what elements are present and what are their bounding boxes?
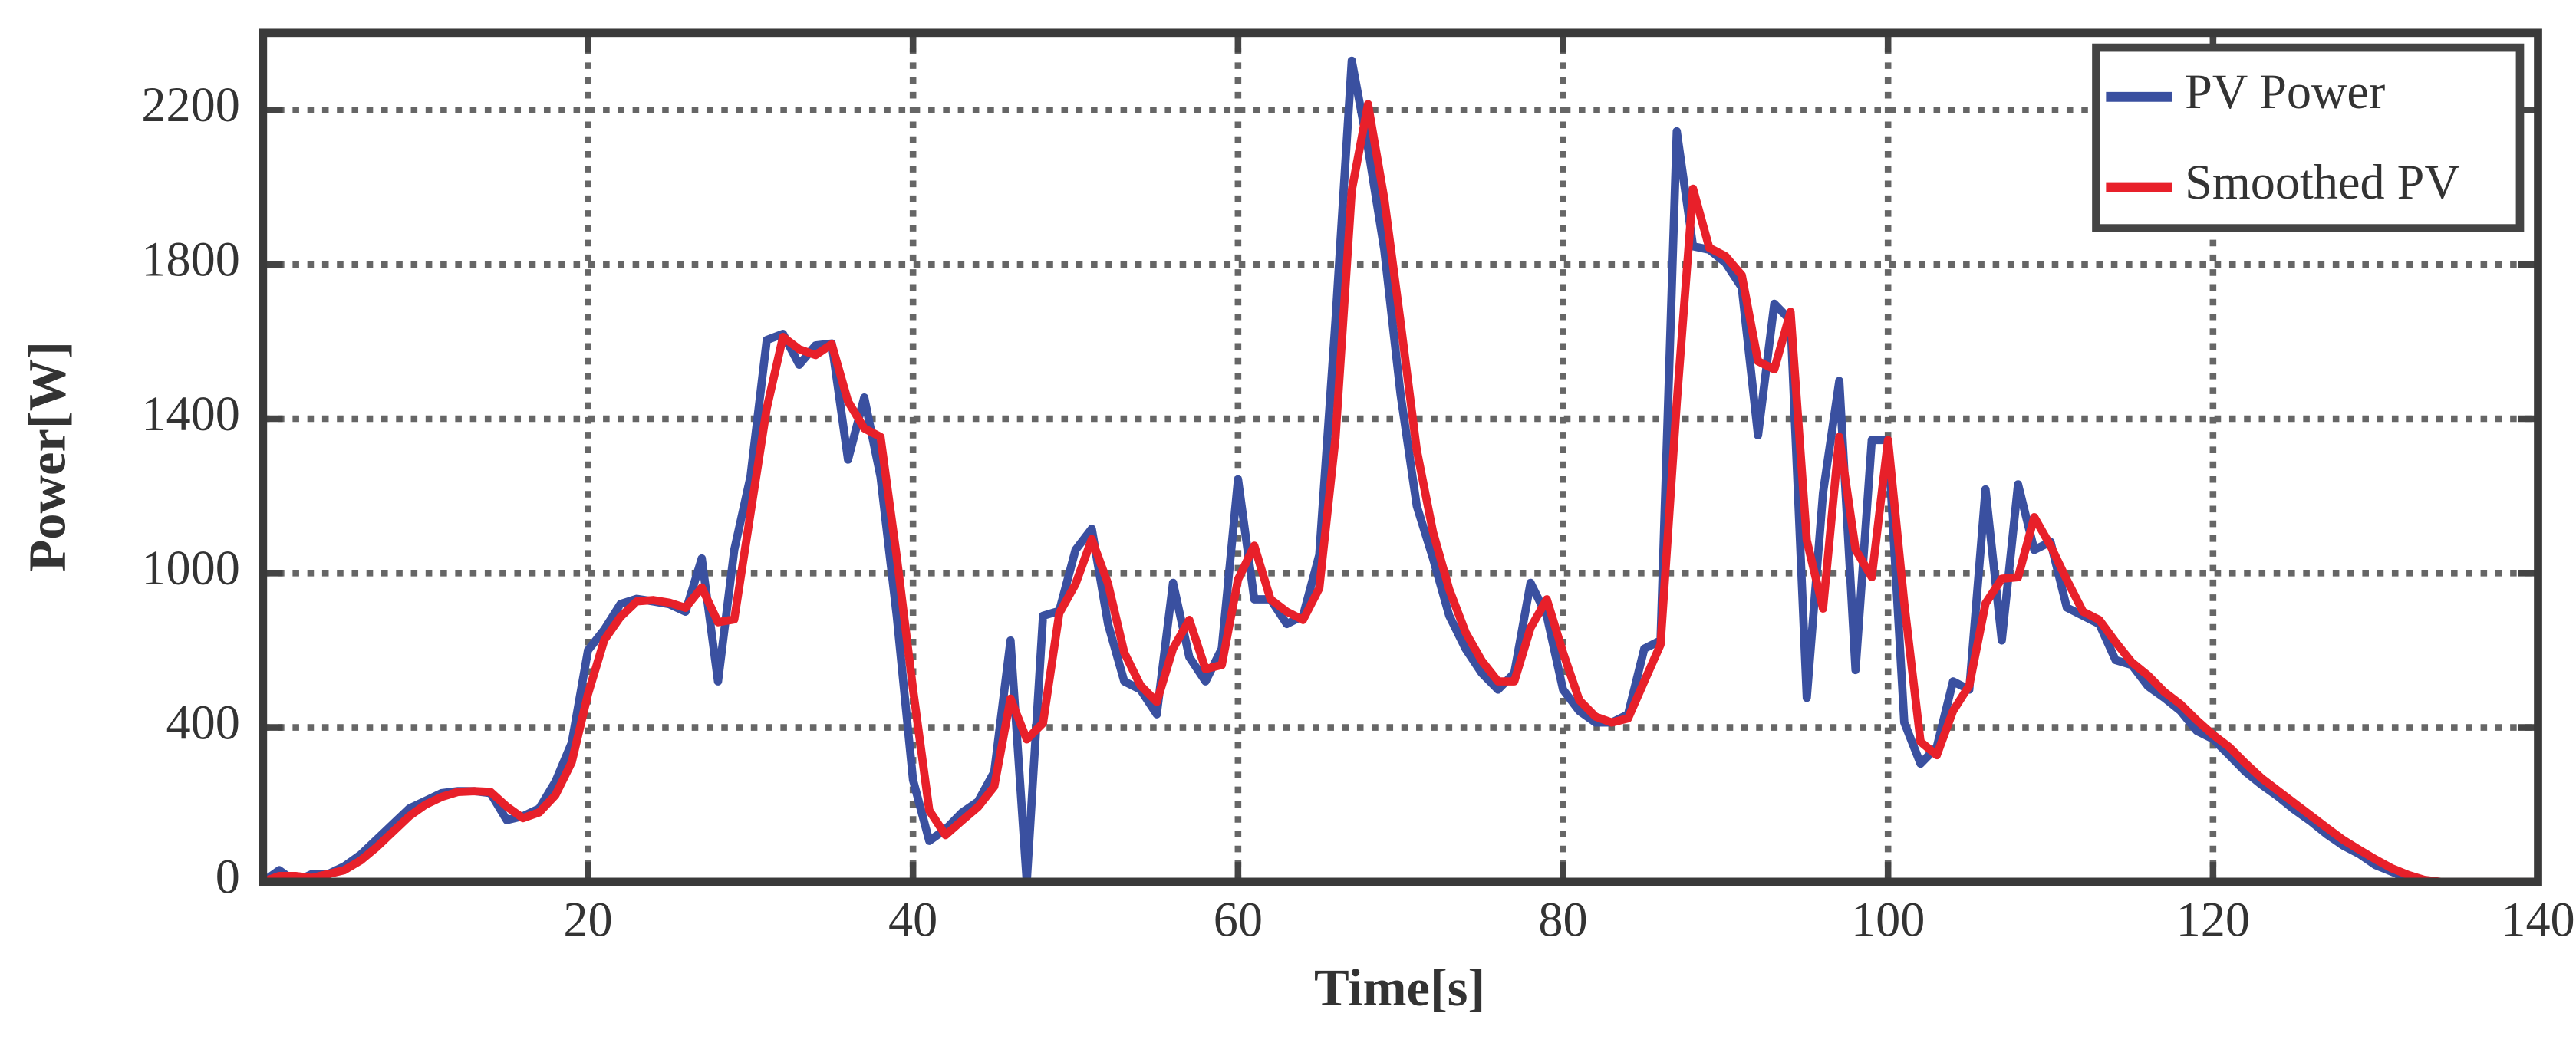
plot-frame <box>259 28 2542 886</box>
y-tick-label: 2200 <box>141 77 239 132</box>
y-tick-label: 1400 <box>141 386 239 441</box>
y-tick-label: 0 <box>216 850 240 904</box>
legend: PV Power Smoothed PV <box>2092 43 2525 232</box>
y-tick-label: 400 <box>166 695 240 749</box>
x-tick-label: 80 <box>1538 892 1587 946</box>
y-axis-label: Power[W] <box>18 341 76 572</box>
y-tick-label: 1000 <box>141 541 239 595</box>
legend-label: PV Power <box>2185 64 2385 119</box>
x-tick-label: 20 <box>563 892 612 946</box>
x-tick-label: 140 <box>2501 892 2574 946</box>
legend-box <box>2092 43 2525 232</box>
x-tick-label: 60 <box>1214 892 1263 946</box>
series-line <box>262 100 2538 886</box>
legend-label: Smoothed PV <box>2185 155 2460 209</box>
x-axis-label: Time[s] <box>1314 959 1485 1017</box>
x-tick-label: 100 <box>1851 892 1925 946</box>
x-tick-label: 120 <box>2176 892 2250 946</box>
x-tick-label: 40 <box>888 892 937 946</box>
y-tick-label: 1800 <box>141 232 239 286</box>
